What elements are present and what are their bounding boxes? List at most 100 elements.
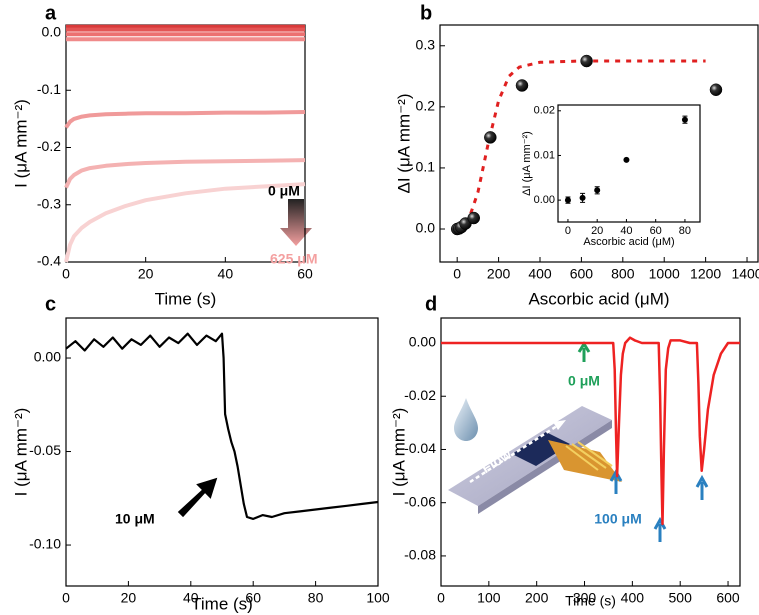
- data-point: [467, 211, 480, 225]
- data-point: [580, 54, 593, 68]
- x-tick-label: 0: [62, 266, 70, 282]
- concentration-arrow: [280, 199, 312, 246]
- x-axis-label: Time (s): [565, 593, 616, 609]
- x-tick-label: 40: [620, 225, 632, 237]
- flow-arrowhead: [553, 420, 566, 430]
- x-tick-label: 40: [183, 590, 199, 606]
- panel-label: a: [45, 2, 57, 24]
- y-tick-label: -0.10: [29, 536, 61, 552]
- x-tick-label: 200: [487, 266, 511, 282]
- x-tick-label: 80: [679, 225, 691, 237]
- injection-arrow: [695, 474, 709, 500]
- x-tick-label: 20: [591, 225, 603, 237]
- y-axis-label: ΔI (μA mm⁻²): [521, 131, 533, 196]
- start-arrow: [577, 341, 591, 362]
- y-axis-label: I (μA mm⁻²): [11, 99, 30, 188]
- panel-label: c: [45, 293, 56, 315]
- x-tick-label: 1400: [731, 266, 759, 282]
- data-line: [64, 182, 306, 263]
- plot-frame: [440, 317, 741, 587]
- injection-arrow: [177, 477, 218, 518]
- x-tick-label: 1200: [690, 266, 721, 282]
- y-tick-label: 0.1: [416, 159, 436, 175]
- data-line: [64, 110, 306, 129]
- data-line: [65, 332, 379, 520]
- electrode-trace: [565, 445, 599, 471]
- x-tick-label: 100: [477, 590, 501, 606]
- panel-label: b: [420, 2, 432, 24]
- x-tick-label: 600: [716, 590, 740, 606]
- x-tick-label: 0: [565, 225, 571, 237]
- x-tick-label: 100: [366, 590, 390, 606]
- y-tick-label: 0.01: [534, 149, 555, 161]
- y-tick-label: 0.00: [34, 349, 61, 365]
- y-tick-label: 0.0: [416, 220, 436, 236]
- sensor: [512, 432, 570, 466]
- annotation: 0 μM: [568, 373, 600, 389]
- data-point: [594, 187, 601, 194]
- x-tick-label: 200: [525, 590, 549, 606]
- x-tick-label: 20: [138, 266, 154, 282]
- injection-arrow: [653, 516, 667, 542]
- y-axis-label: I (μA mm⁻²): [389, 408, 408, 497]
- x-tick-label: 0: [62, 590, 70, 606]
- x-tick-label: 0: [437, 590, 445, 606]
- plot-frame: [557, 104, 701, 223]
- data-point: [564, 197, 571, 204]
- x-tick-label: 0: [453, 266, 461, 282]
- data-point: [515, 79, 529, 92]
- y-tick-label: 0.00: [534, 194, 555, 206]
- panel-label: d: [425, 293, 437, 315]
- y-tick-label: -0.08: [404, 547, 436, 563]
- annotation: 100 μM: [594, 511, 641, 527]
- flow-cell-schematic: [448, 398, 622, 514]
- x-tick-label: 600: [570, 266, 594, 282]
- x-tick-label: 60: [297, 266, 313, 282]
- x-axis-label: Time (s): [155, 289, 217, 308]
- data-point: [579, 194, 586, 201]
- annotation: 0 μM: [268, 183, 300, 199]
- x-tick-label: 60: [650, 225, 662, 237]
- data-line: [441, 336, 740, 526]
- x-tick-label: 300: [573, 590, 597, 606]
- plot-frame: [65, 317, 379, 587]
- plot-frame: [439, 24, 759, 263]
- y-tick-label: -0.1: [37, 81, 61, 97]
- flow-arrow: [469, 422, 561, 484]
- y-tick-label: 0.02: [534, 105, 555, 117]
- droplet: [454, 398, 478, 441]
- y-tick-label: -0.2: [37, 138, 61, 154]
- data-point: [681, 116, 688, 123]
- y-tick-label: -0.05: [29, 442, 61, 458]
- y-tick-label: -0.4: [37, 253, 61, 269]
- x-axis-label: Ascorbic acid (μM): [528, 289, 669, 308]
- electrode-trace: [577, 441, 613, 467]
- y-axis-label: I (μA mm⁻²): [11, 408, 30, 497]
- data-point: [484, 131, 497, 144]
- y-axis-label: ΔI (μA mm⁻²): [394, 94, 413, 194]
- x-tick-label: 1000: [649, 266, 680, 282]
- x-tick-label: 500: [669, 590, 693, 606]
- y-tick-label: 0.0: [42, 24, 62, 40]
- y-tick-label: 0.2: [416, 98, 436, 114]
- y-tick-label: -0.04: [404, 440, 436, 456]
- y-tick-label: 0.3: [416, 36, 436, 52]
- x-tick-label: 400: [621, 590, 645, 606]
- x-tick-label: 60: [245, 590, 261, 606]
- y-tick-label: 0.00: [409, 334, 436, 350]
- annotation: 625 μM: [270, 251, 317, 267]
- data-point: [623, 156, 630, 163]
- annotation: 10 μM: [115, 511, 155, 527]
- x-axis-label: Time (s): [191, 594, 253, 613]
- inset-background: [558, 105, 700, 222]
- y-tick-label: -0.3: [37, 195, 61, 211]
- plot-frame: [65, 24, 306, 263]
- data-point: [709, 83, 723, 96]
- y-tick-label: -0.06: [404, 493, 436, 509]
- x-tick-label: 400: [528, 266, 552, 282]
- fit-line: [456, 59, 706, 231]
- x-tick-label: 20: [121, 590, 137, 606]
- x-tick-label: 80: [308, 590, 324, 606]
